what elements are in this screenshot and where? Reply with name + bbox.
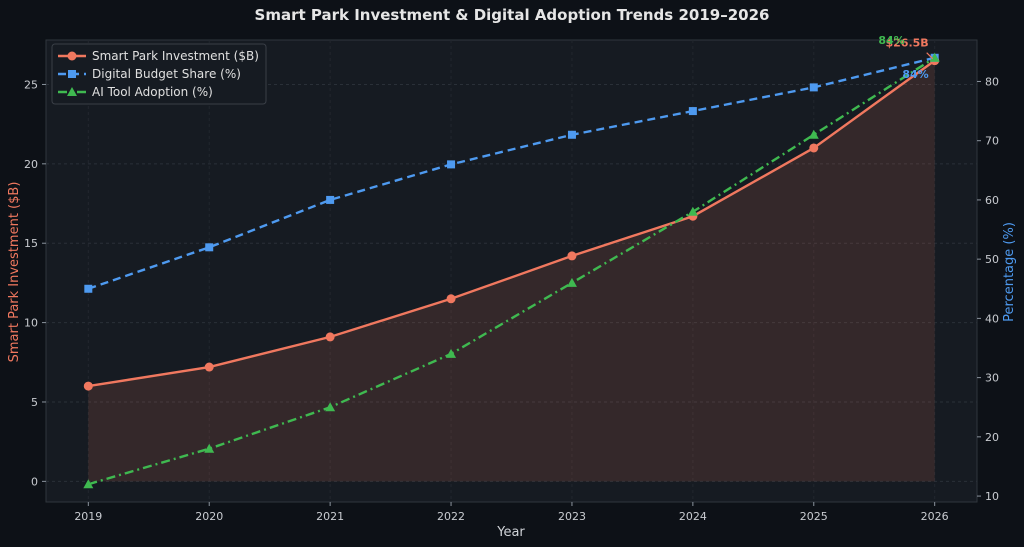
data-point-digital-budget-share — [567, 130, 576, 139]
y-axis-right-label: Percentage (%) — [1002, 222, 1017, 322]
y-left-tick-label: 25 — [24, 78, 38, 91]
x-tick-label: 2020 — [195, 510, 223, 523]
data-point-ai-tool-adoption — [808, 129, 819, 139]
data-point-ai-tool-adoption — [325, 402, 336, 412]
x-tick-label: 2021 — [316, 510, 344, 523]
annotation-digital-budget-share: 84% — [902, 68, 928, 81]
y-left-tick-label: 15 — [24, 237, 38, 250]
y-right-tick-label: 70 — [985, 135, 999, 148]
y-left-tick-label: 0 — [31, 475, 38, 488]
data-point-smart-park-investment-b — [446, 294, 456, 304]
annotation-arrow — [926, 52, 934, 60]
y-right-tick-label: 10 — [985, 490, 999, 503]
x-tick-label: 2026 — [921, 510, 949, 523]
data-point-smart-park-investment-b — [204, 362, 214, 372]
y-left-tick-label: 5 — [31, 396, 38, 409]
data-point-digital-budget-share — [84, 284, 93, 293]
data-point-ai-tool-adoption — [446, 348, 457, 358]
y-right-tick-label: 20 — [985, 431, 999, 444]
legend-marker-digital-budget-share — [68, 70, 76, 78]
series-markers — [83, 52, 940, 489]
legend-marker-ai-tool-adoption — [67, 87, 77, 96]
plot-area — [45, 39, 978, 503]
series-line-digital-budget-share — [87, 56, 935, 290]
annotation-ai-tool-adoption: 84% — [878, 34, 904, 47]
data-point-digital-budget-share — [205, 243, 214, 252]
data-point-ai-tool-adoption — [83, 479, 94, 489]
legend-marker-smart-park-investment-b — [67, 51, 77, 61]
y-right-tick-label: 30 — [985, 372, 999, 385]
x-tick-label: 2019 — [74, 510, 102, 523]
y-right-tick-label: 80 — [985, 75, 999, 88]
x-axis-label: Year — [496, 525, 525, 540]
investment-area-fill — [88, 60, 935, 482]
legend: Smart Park Investment ($B) Digital Budget… — [51, 43, 267, 105]
y-axis-left-label: Smart Park Investment ($B) — [7, 182, 22, 363]
data-point-digital-budget-share — [688, 107, 697, 116]
y-right-tick-label: 50 — [985, 253, 999, 266]
data-point-digital-budget-share — [326, 195, 335, 204]
y-right-tick-label: 60 — [985, 194, 999, 207]
x-tick-label: 2023 — [558, 510, 586, 523]
data-point-digital-budget-share — [447, 160, 456, 169]
data-point-ai-tool-adoption — [566, 277, 577, 287]
series-line-ai-tool-adoption — [87, 56, 936, 486]
series-line-smart-park-investment-b — [88, 59, 936, 388]
x-tick-label: 2024 — [679, 510, 707, 523]
data-point-smart-park-investment-b — [325, 332, 335, 342]
data-point-smart-park-investment-b — [809, 143, 819, 153]
chart-title: Smart Park Investment & Digital Adoption… — [255, 6, 770, 24]
legend-label-ai-tool-adoption: AI Tool Adoption (%) — [92, 85, 213, 99]
data-point-smart-park-investment-b — [83, 381, 93, 391]
data-point-ai-tool-adoption — [204, 443, 215, 453]
x-tick-label: 2025 — [800, 510, 828, 523]
investment-fill-layer — [88, 60, 935, 482]
grid — [46, 40, 977, 502]
y-right-tick-label: 40 — [985, 312, 999, 325]
x-tick-label: 2022 — [437, 510, 465, 523]
data-point-ai-tool-adoption — [687, 206, 698, 216]
series-lines — [87, 56, 936, 486]
legend-label-smart-park-investment-b: Smart Park Investment ($B) — [92, 49, 259, 63]
legend-label-digital-budget-share: Digital Budget Share (%) — [92, 67, 241, 81]
data-point-digital-budget-share — [809, 83, 818, 92]
legend-box — [51, 43, 267, 105]
y-left-tick-label: 20 — [24, 158, 38, 171]
data-point-smart-park-investment-b — [567, 251, 577, 261]
y-left-tick-label: 10 — [24, 317, 38, 330]
annotation-smart-park-investment-b: $26.5B — [885, 37, 928, 50]
data-point-ai-tool-adoption — [929, 52, 940, 62]
